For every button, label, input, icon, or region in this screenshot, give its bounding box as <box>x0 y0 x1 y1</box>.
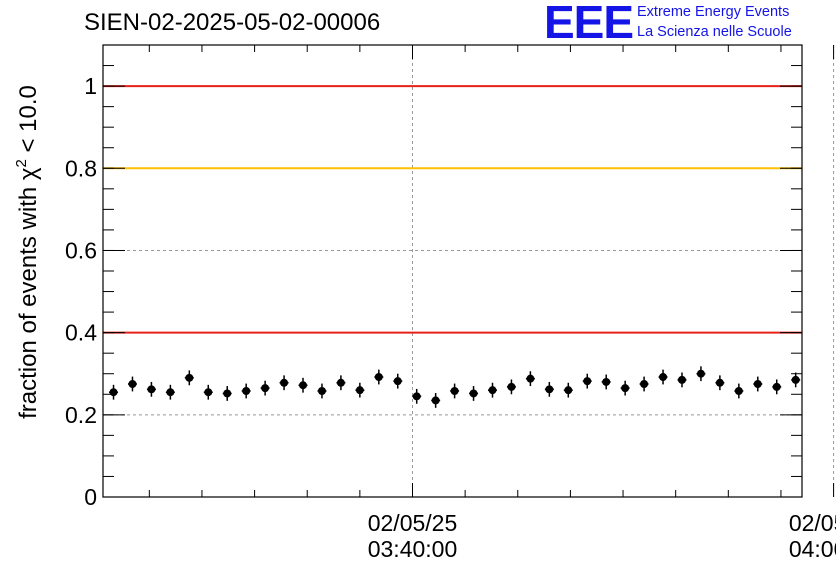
x-tick-labels: 02/05/2503:40:0002/05/2504:00:0002/05/25… <box>368 510 836 562</box>
data-point <box>469 386 479 401</box>
logo-text-line1: Extreme Energy Events <box>637 4 790 20</box>
y-tick-label: 0.8 <box>65 155 97 181</box>
data-point <box>791 372 801 388</box>
data-marker <box>223 389 232 398</box>
data-marker <box>753 380 762 388</box>
data-point <box>506 379 516 395</box>
data-point <box>393 373 403 389</box>
data-marker <box>280 378 289 387</box>
data-point <box>639 376 649 392</box>
data-marker <box>242 386 251 395</box>
data-marker <box>431 396 440 405</box>
x-tick-label-date: 02/05/25 <box>789 510 836 536</box>
data-point <box>620 380 630 396</box>
data-marker <box>659 373 668 382</box>
data-point <box>601 374 611 390</box>
eee-logo-mark: EEE <box>544 0 634 48</box>
y-tick-label: 0.4 <box>65 320 97 346</box>
data-marker <box>677 375 686 384</box>
data-point <box>734 383 744 399</box>
data-marker <box>507 382 516 391</box>
data-marker <box>317 386 326 395</box>
axis-ticks <box>103 44 835 498</box>
data-point <box>127 376 137 392</box>
data-marker <box>261 384 270 393</box>
data-marker <box>488 386 497 395</box>
data-marker <box>640 380 649 388</box>
y-tick-labels: 0 0.2 0.4 0.6 0.8 1 <box>65 73 97 510</box>
data-point <box>317 383 327 399</box>
data-point <box>374 369 384 385</box>
data-point <box>753 376 763 392</box>
x-tick-label-time: 04:00:00 <box>789 536 836 562</box>
data-marker <box>696 369 705 378</box>
data-point <box>677 372 687 388</box>
data-marker <box>526 374 535 383</box>
data-marker <box>791 375 800 384</box>
data-point <box>696 366 706 382</box>
data-point <box>279 375 289 391</box>
data-point <box>109 384 119 400</box>
data-marker <box>393 377 402 386</box>
data-marker <box>204 388 213 397</box>
data-point <box>715 375 725 391</box>
data-point <box>336 375 346 391</box>
data-point <box>203 384 213 400</box>
data-marker <box>336 378 345 387</box>
y-tick-label: 0 <box>84 484 97 510</box>
data-marker <box>185 373 194 382</box>
eee-logo: EEE Extreme Energy Events La Scienza nel… <box>544 0 834 48</box>
data-point <box>165 384 175 400</box>
data-marker <box>545 385 554 394</box>
data-point <box>260 380 270 396</box>
data-point <box>241 383 251 399</box>
y-axis-label: fraction of events with χ2 < 10.0 <box>13 85 42 419</box>
data-point <box>298 377 308 393</box>
data-marker <box>734 386 743 395</box>
data-point <box>431 393 441 408</box>
data-marker <box>374 373 383 382</box>
chart-title: SIEN-02-2025-05-02-00006 <box>84 9 381 36</box>
data-point <box>222 386 232 401</box>
data-marker <box>564 386 573 395</box>
data-marker <box>128 380 137 388</box>
data-marker <box>621 384 630 393</box>
data-marker <box>355 386 364 395</box>
plot-frame <box>102 44 803 498</box>
data-marker <box>147 385 156 394</box>
y-tick-label: 0.6 <box>65 237 97 263</box>
data-point <box>563 382 573 398</box>
data-marker <box>772 382 781 391</box>
data-point <box>184 370 194 386</box>
x-tick-label-date: 02/05/25 <box>368 510 458 536</box>
data-marker <box>602 377 611 386</box>
y-tick-label: 0.2 <box>65 402 97 428</box>
data-marker <box>166 388 175 397</box>
data-point <box>412 388 422 404</box>
reference-lines <box>103 85 802 334</box>
data-marker <box>412 392 421 401</box>
data-point <box>146 381 156 397</box>
data-point <box>450 383 460 399</box>
data-marker <box>583 377 592 386</box>
data-points <box>109 366 801 408</box>
data-point <box>525 371 535 387</box>
x-tick-label-time: 03:40:00 <box>368 536 458 562</box>
y-tick-label: 1 <box>84 73 97 99</box>
logo-text-line2: La Scienza nelle Scuole <box>637 24 792 40</box>
data-point <box>355 382 365 398</box>
grid-lines <box>103 45 835 497</box>
data-marker <box>469 389 478 398</box>
data-marker <box>109 388 118 397</box>
data-point <box>772 379 782 395</box>
data-marker <box>715 378 724 387</box>
data-point <box>582 373 592 389</box>
data-marker <box>299 381 308 390</box>
data-point <box>544 381 554 397</box>
data-point <box>658 369 668 385</box>
data-marker <box>450 386 459 395</box>
data-point <box>488 382 498 398</box>
